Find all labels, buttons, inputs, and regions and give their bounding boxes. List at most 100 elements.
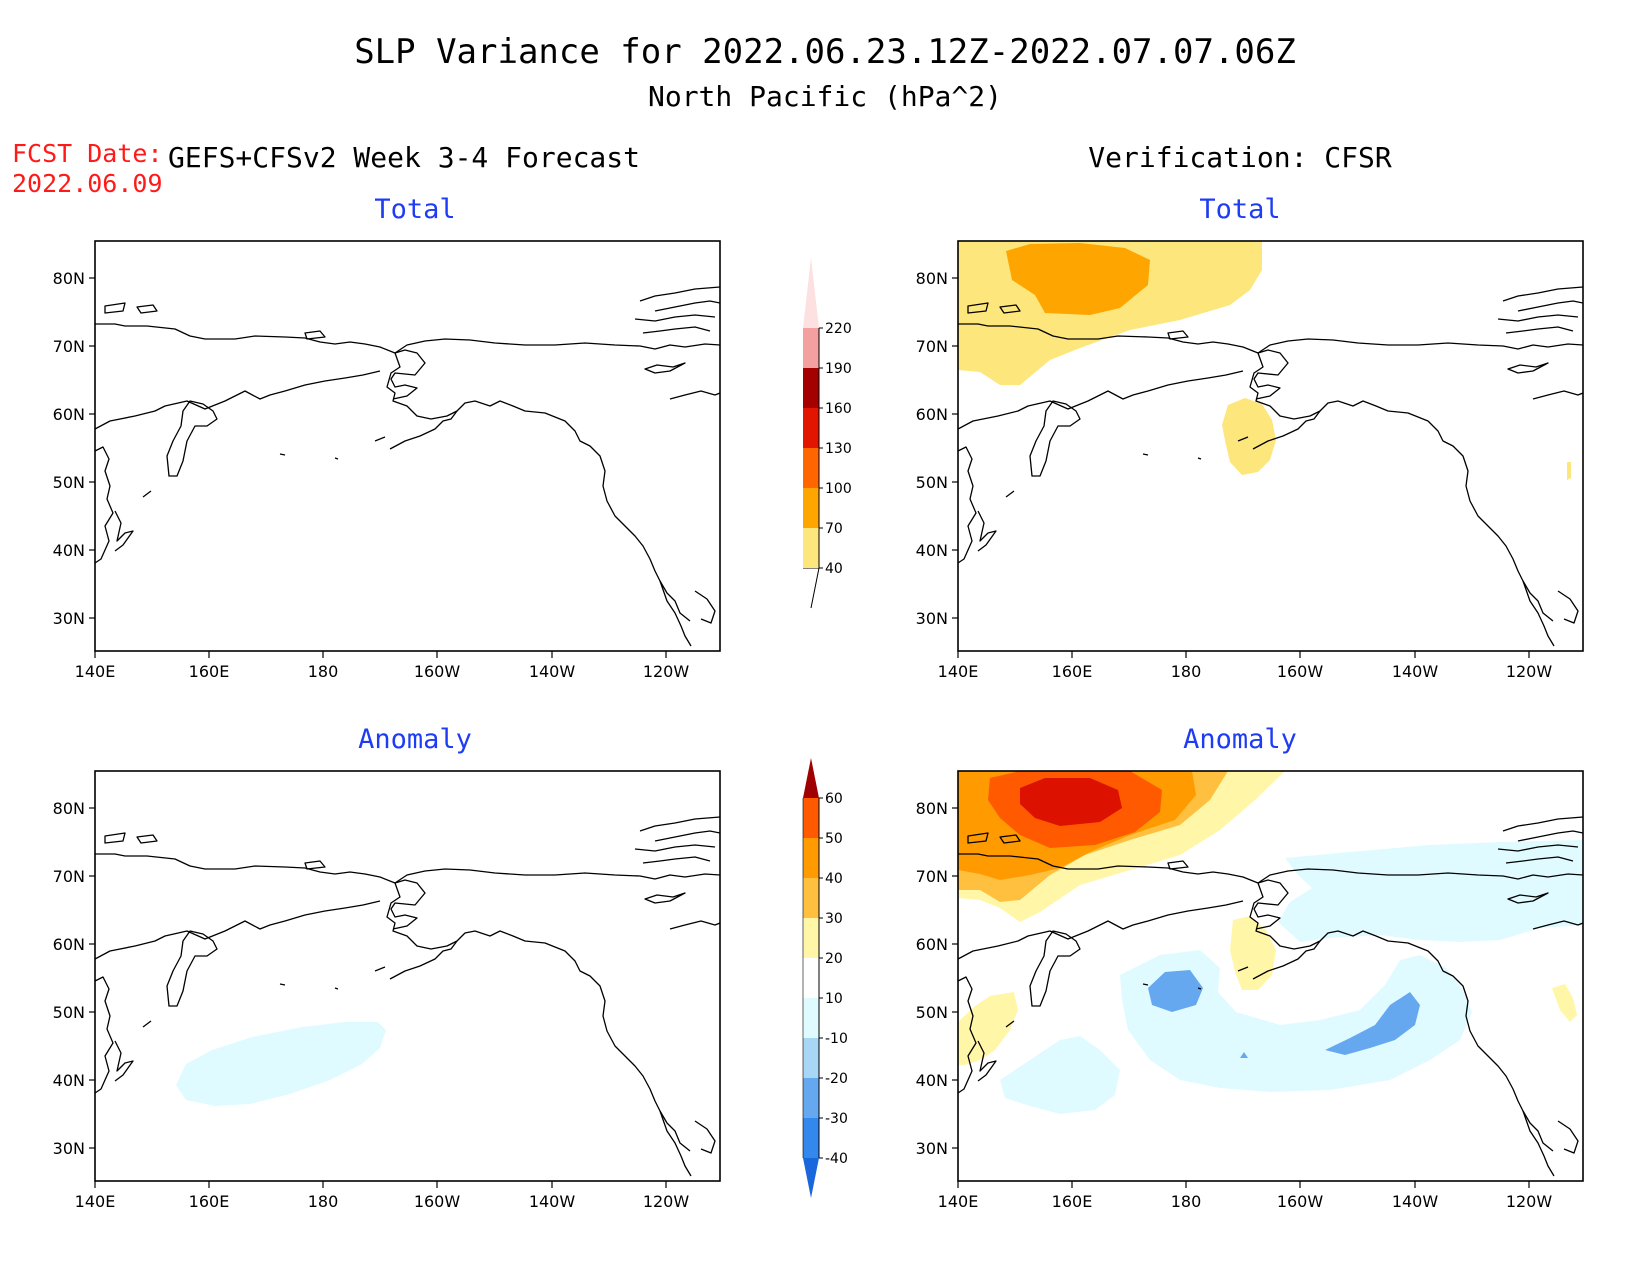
contour-anomaly-neg20-dot xyxy=(1240,1052,1248,1058)
lon-tick-label: 160E xyxy=(1052,1192,1093,1211)
lon-tick-label: 160E xyxy=(1052,662,1093,681)
colorbar-total-segment xyxy=(803,448,819,488)
lon-tick-label: 160W xyxy=(414,662,461,681)
colorbar-anomaly-segment xyxy=(803,878,819,918)
lon-tick-label: 160E xyxy=(189,662,230,681)
colorbar-total-label: 160 xyxy=(825,401,852,417)
colorbar-total-label: 70 xyxy=(825,521,843,537)
panel-title-bottom-left: Anomaly xyxy=(358,724,472,755)
lat-tick-label: 70N xyxy=(916,867,948,886)
coastline-forecast-anomaly xyxy=(95,816,720,1177)
lat-tick-label: 80N xyxy=(53,799,85,818)
lon-tick-label: 140W xyxy=(529,1192,576,1211)
lat-tick-label: 30N xyxy=(916,1139,948,1158)
contour-anomaly-50-north xyxy=(1020,778,1122,826)
panel-title-top-left: Total xyxy=(374,194,455,225)
colorbar-anomaly-segment xyxy=(803,1078,819,1118)
lat-tick-label: 40N xyxy=(916,541,948,560)
map-panel-forecast-anomaly xyxy=(94,770,721,1182)
panel-title-top-right: Total xyxy=(1199,194,1280,225)
lat-tick-label: 30N xyxy=(53,1139,85,1158)
colorbar-anomaly-label: 10 xyxy=(825,991,843,1007)
lon-tick-label: 120W xyxy=(1506,1192,1553,1211)
figure-subtitle: North Pacific (hPa^2) xyxy=(648,80,1002,113)
colorbar-anomaly-tail-high xyxy=(803,758,819,798)
left-column-title: GEFS+CFSv2 Week 3-4 Forecast xyxy=(168,141,640,174)
fcst-date-label: FCST Date: xyxy=(12,139,163,168)
lon-tick-label: 140W xyxy=(1392,1192,1439,1211)
lon-tick-label: 180 xyxy=(1171,1192,1202,1211)
lat-tick-label: 70N xyxy=(53,337,85,356)
fcst-date-value: 2022.06.09 xyxy=(12,169,163,198)
contour-total-70-north xyxy=(1006,243,1150,315)
lat-tick-label: 80N xyxy=(53,269,85,288)
colorbar-total-label: 40 xyxy=(825,561,843,577)
lon-tick-label: 160W xyxy=(1277,662,1324,681)
colorbar-anomaly-label: 30 xyxy=(825,911,843,927)
contour-anomaly-neg10-pacific xyxy=(1120,950,1472,1092)
lon-tick-label: 140W xyxy=(1392,662,1439,681)
map-panel-forecast-total xyxy=(94,240,721,652)
lon-tick-label: 140E xyxy=(938,1192,979,1211)
lon-tick-label: 160W xyxy=(414,1192,461,1211)
map-panel-verification-anomaly xyxy=(957,770,1584,1182)
colorbar-total-tail-high xyxy=(803,258,819,328)
coastline-forecast-total xyxy=(95,286,720,647)
lat-tick-label: 60N xyxy=(53,405,85,424)
contour-anomaly-neg20-gulf xyxy=(1325,992,1420,1055)
lat-tick-label: 50N xyxy=(53,473,85,492)
lon-tick-label: 120W xyxy=(643,662,690,681)
colorbar-total-segment xyxy=(803,528,819,568)
contour-anomaly-neg10-canada xyxy=(1278,840,1583,942)
colorbar-total-segment xyxy=(803,368,819,408)
colorbar-anomaly-segment xyxy=(803,1038,819,1078)
panel-title-bottom-right: Anomaly xyxy=(1183,724,1297,755)
contour-total-40-aleutian xyxy=(1222,398,1276,475)
colorbar-anomaly-segment xyxy=(803,998,819,1038)
lat-tick-label: 40N xyxy=(53,1071,85,1090)
colorbar-anomaly-label: 50 xyxy=(825,831,843,847)
axis-labels: 140E 160E 180 160W 140W 120W 80N 70N 60N 50N 40N 30… xyxy=(53,269,1553,1211)
contour-anomaly-10-east xyxy=(1552,984,1577,1022)
figure-title: SLP Variance for 2022.06.23.12Z-2022.07.… xyxy=(354,32,1296,72)
lon-tick-label: 120W xyxy=(643,1192,690,1211)
lon-tick-label: 140E xyxy=(938,662,979,681)
colorbar-total: 40 70 100 130 160 190 220 xyxy=(803,258,852,609)
lat-tick-label: 60N xyxy=(916,935,948,954)
lon-tick-label: 160E xyxy=(189,1192,230,1211)
lat-tick-label: 60N xyxy=(53,935,85,954)
colorbar-total-label: 190 xyxy=(825,361,852,377)
lon-tick-label: 140W xyxy=(529,662,576,681)
lon-tick-label: 120W xyxy=(1506,662,1553,681)
lat-tick-label: 50N xyxy=(916,1003,948,1022)
lat-tick-label: 80N xyxy=(916,269,948,288)
colorbar-anomaly-segment xyxy=(803,838,819,878)
contour-anomaly-neg20-aleutian xyxy=(1148,970,1203,1012)
colorbar-total-label: 130 xyxy=(825,441,852,457)
colorbar-anomaly-label: 60 xyxy=(825,791,843,807)
lat-tick-label: 40N xyxy=(53,541,85,560)
contour-total-40-east xyxy=(1567,462,1571,480)
colorbar-anomaly-label: 40 xyxy=(825,871,843,887)
lat-tick-label: 50N xyxy=(53,1003,85,1022)
lat-tick-label: 40N xyxy=(916,1071,948,1090)
colorbar-anomaly-label: -10 xyxy=(825,1031,848,1047)
colorbar-anomaly-label: -20 xyxy=(825,1071,848,1087)
contour-anomaly-10-west xyxy=(958,992,1018,1065)
colorbar-anomaly-tail-low xyxy=(803,1158,819,1198)
lat-tick-label: 30N xyxy=(53,609,85,628)
lat-tick-label: 80N xyxy=(916,799,948,818)
colorbar-total-tail-low xyxy=(803,567,820,609)
lat-tick-label: 70N xyxy=(916,337,948,356)
colorbar-total-segment xyxy=(803,408,819,448)
contour-anomaly-neg10-southwest xyxy=(1000,1036,1120,1114)
colorbar-total-segment xyxy=(803,488,819,528)
lat-tick-label: 60N xyxy=(916,405,948,424)
colorbar-anomaly: -40 -30 -20 -10 10 20 30 40 50 60 xyxy=(802,758,848,1198)
colorbar-total-label: 220 xyxy=(825,321,852,337)
lon-tick-label: 180 xyxy=(308,662,339,681)
lon-tick-label: 140E xyxy=(75,1192,116,1211)
colorbar-total-segment xyxy=(803,328,819,368)
colorbar-anomaly-segment xyxy=(803,958,819,998)
